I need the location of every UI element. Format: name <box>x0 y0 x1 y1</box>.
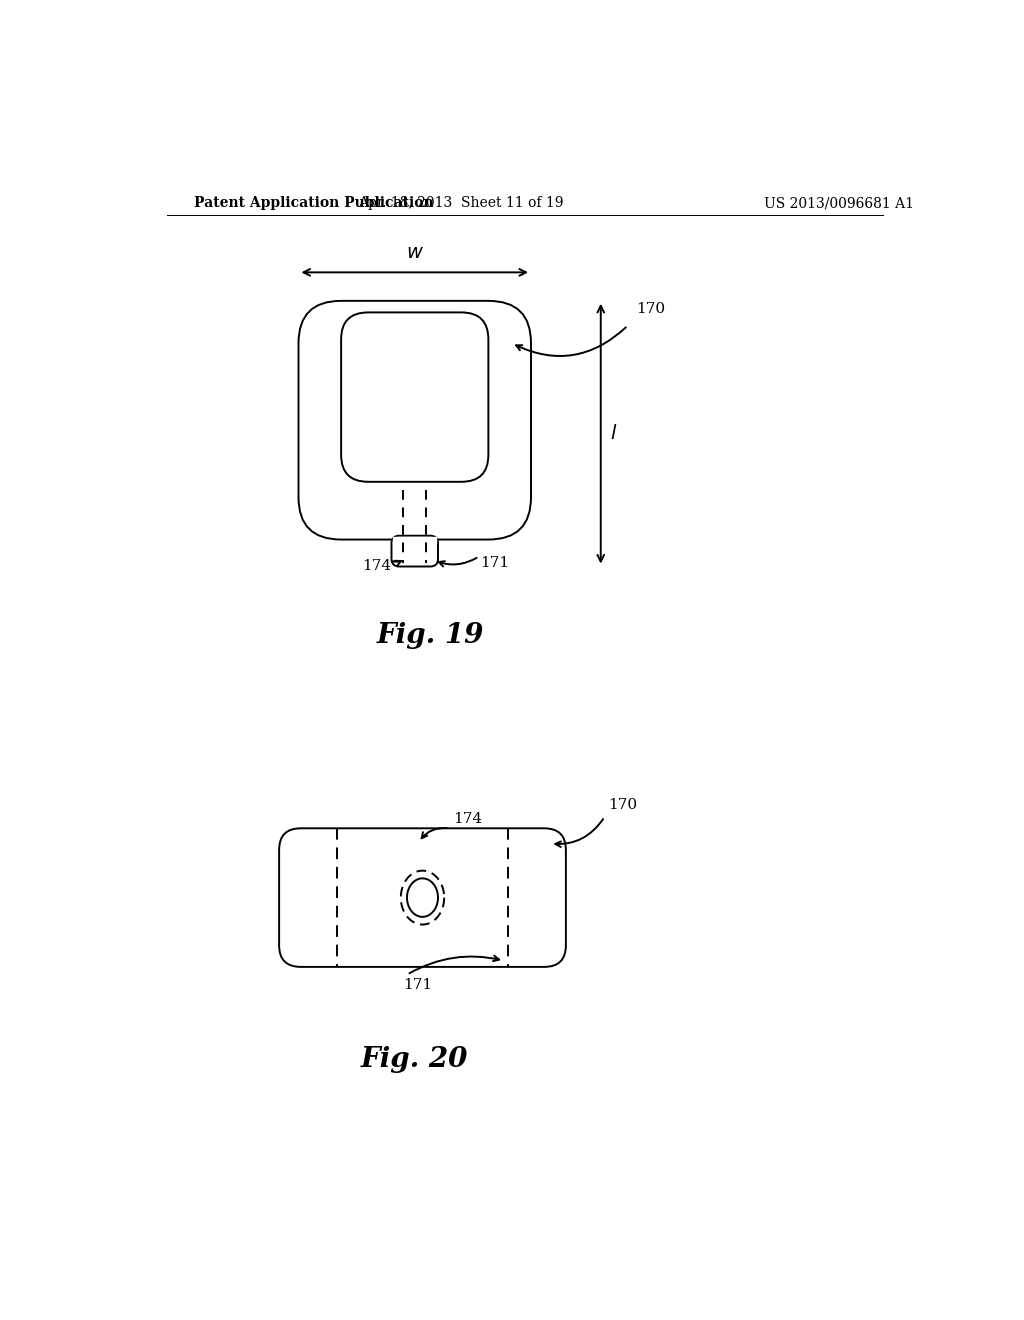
Text: $w$: $w$ <box>406 244 424 261</box>
Text: 170: 170 <box>636 301 665 315</box>
Text: Apr. 18, 2013  Sheet 11 of 19: Apr. 18, 2013 Sheet 11 of 19 <box>358 197 564 210</box>
FancyBboxPatch shape <box>280 829 566 966</box>
Text: US 2013/0096681 A1: US 2013/0096681 A1 <box>764 197 913 210</box>
FancyBboxPatch shape <box>299 301 531 540</box>
Text: Fig. 19: Fig. 19 <box>377 622 484 649</box>
Text: 174: 174 <box>454 812 482 826</box>
Text: 170: 170 <box>608 799 638 812</box>
Text: Fig. 20: Fig. 20 <box>361 1045 468 1073</box>
Text: Patent Application Publication: Patent Application Publication <box>194 197 433 210</box>
FancyBboxPatch shape <box>341 313 488 482</box>
Text: 171: 171 <box>403 978 432 993</box>
Text: 174: 174 <box>362 560 391 573</box>
FancyBboxPatch shape <box>391 536 438 566</box>
Text: 171: 171 <box>480 556 510 570</box>
Text: $l$: $l$ <box>610 424 617 444</box>
